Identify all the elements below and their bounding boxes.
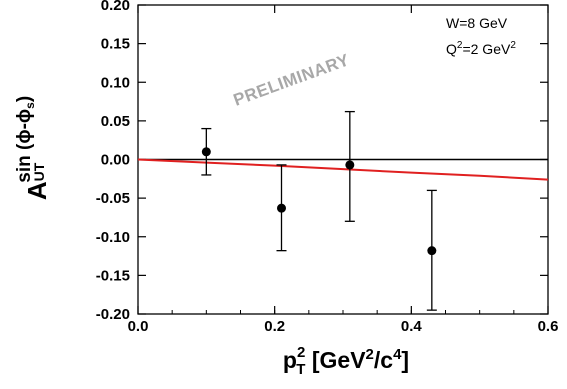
legend-annotations: W=8 GeV Q2=2 GeV2 — [446, 15, 516, 57]
y-tick-label: 0.20 — [101, 0, 130, 14]
data-point — [345, 160, 355, 170]
annotation-q2: Q2=2 GeV2 — [446, 40, 516, 57]
data-point — [277, 203, 286, 213]
preliminary-watermark: PRELIMINARY — [231, 50, 352, 110]
x-tick-label: 0.2 — [264, 318, 285, 335]
y-tick-label: 0.10 — [101, 74, 130, 91]
model-curve — [137, 158, 549, 181]
data-points — [201, 110, 437, 311]
y-tick-label: -0.10 — [96, 229, 130, 246]
data-point — [201, 147, 211, 157]
x-axis-title: p2 T [GeV2/c4] — [283, 344, 409, 378]
y-tick-label: -0.15 — [96, 267, 130, 284]
x-tick-label: 0.4 — [401, 318, 423, 335]
y-tick-label: 0.05 — [101, 113, 130, 130]
x-axis-title-text: p2 T [GeV2/c4] — [283, 344, 409, 378]
y-tick-label: 0.00 — [101, 152, 130, 169]
ticks — [137, 4, 549, 315]
y-tick-label: -0.20 — [96, 306, 130, 323]
x-tick-label: 0.6 — [538, 318, 559, 335]
x-tick-label: 0.0 — [128, 318, 149, 335]
y-tick-label: 0.15 — [101, 36, 130, 53]
y-axis-title-text: AUTsin (ϕ-ϕs) — [14, 96, 52, 200]
annotation-w: W=8 GeV — [446, 15, 508, 31]
data-point — [427, 246, 437, 256]
y-axis-title: AUTsin (ϕ-ϕs) — [14, 96, 52, 200]
y-tick-label: -0.05 — [96, 190, 130, 207]
tick-labels: 0.0 0.2 0.4 0.6 -0.20 -0.15 -0.10 -0.05 0.00 0.05… — [96, 0, 559, 335]
plot-area: 0.0 0.2 0.4 0.6 -0.20 -0.15 -0.10 -0.05 0.00 0.05… — [96, 0, 559, 335]
